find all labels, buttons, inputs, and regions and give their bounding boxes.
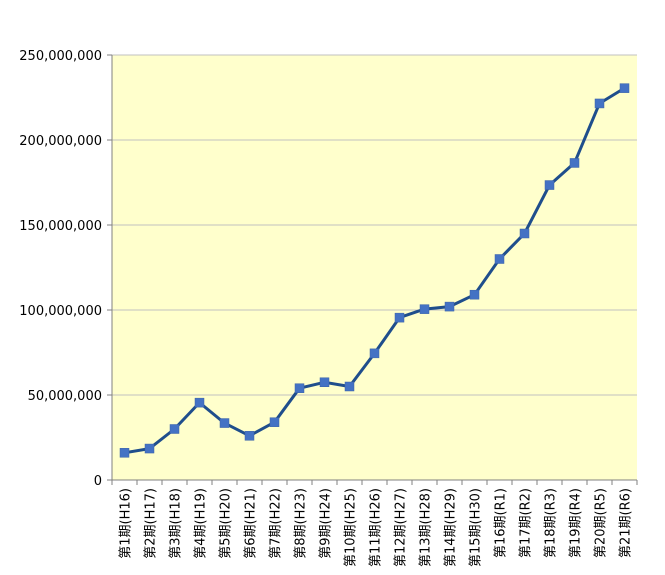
x-tick-label: 第14期(H29) (444, 488, 459, 567)
data-point (569, 158, 580, 168)
x-tick-label: 第8期(H23) (294, 488, 309, 559)
x-tick-label: 第6期(H21) (244, 488, 259, 559)
data-point (519, 228, 530, 239)
y-tick-label: 50,000,000 (28, 389, 102, 404)
series-markers (119, 83, 630, 458)
data-point (469, 289, 480, 300)
data-point (394, 312, 405, 323)
data-point (594, 98, 605, 109)
x-tick-label: 第4期(H19) (194, 488, 209, 559)
x-tick-label: 第7期(H22) (269, 488, 284, 559)
y-tick-label: 200,000,000 (19, 134, 102, 149)
x-tick-label: 第5期(H20) (219, 488, 234, 559)
x-tick-label: 第17期(R2) (519, 488, 534, 558)
y-tick-label: 0 (94, 474, 102, 489)
x-tick-label: 第11期(H26) (369, 488, 384, 567)
data-point (344, 381, 355, 392)
data-point (194, 397, 205, 408)
axes (111, 55, 637, 481)
x-tick-label: 第15期(H30) (469, 488, 484, 567)
x-tick-label: 第16期(R1) (494, 488, 509, 558)
data-point (169, 424, 180, 434)
data-point (219, 418, 230, 428)
data-point (119, 448, 130, 458)
y-tick-label: 100,000,000 (19, 304, 102, 319)
data-point (144, 443, 155, 454)
x-tick-label: 第2期(H17) (144, 488, 159, 559)
data-point (369, 348, 380, 359)
x-tick-label: 第21期(R6) (619, 488, 634, 558)
x-tick-label: 第18期(R3) (544, 488, 559, 558)
y-tick-label: 150,000,000 (19, 219, 102, 234)
x-tick-label: 第13期(H28) (419, 488, 434, 567)
data-point (544, 180, 555, 190)
x-tick-label: 第10期(H25) (344, 488, 359, 567)
data-point (494, 254, 505, 264)
x-axis-labels: 第1期(H16) 第2期(H17) 第3期(H18) 第4期(H19) 第5期(H20)… (111, 480, 638, 567)
x-tick-label: 第12期(H27) (394, 488, 409, 567)
x-tick-label: 第1期(H16) (119, 488, 134, 559)
x-tick-label: 第9期(H24) (319, 488, 334, 559)
y-tick-label: 250,000,000 (19, 49, 102, 64)
data-point (244, 431, 255, 441)
data-point (269, 417, 280, 427)
plot-area (112, 55, 637, 480)
x-tick-label: 第3期(H18) (169, 488, 184, 559)
data-point (294, 383, 305, 393)
x-tick-label: 第20期(R5) (594, 488, 609, 558)
data-point (444, 301, 455, 312)
y-axis-ticks: 0 50,000,000 100,000,000 150,000,000 200,000… (19, 49, 112, 489)
gridlines (112, 54, 637, 396)
data-point (419, 304, 430, 314)
x-tick-label: 第19期(R4) (569, 488, 584, 558)
data-point (619, 83, 630, 93)
data-point (319, 377, 330, 387)
